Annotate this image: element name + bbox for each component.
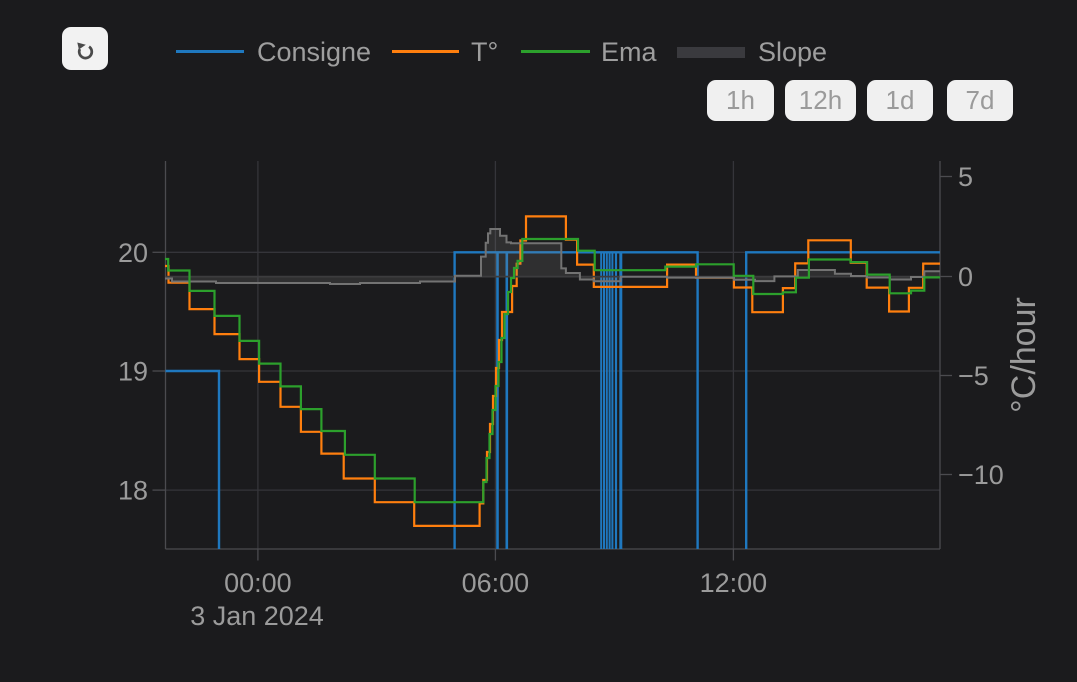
svg-text:18: 18 [118, 476, 148, 506]
svg-text:06:00: 06:00 [462, 568, 530, 598]
svg-text:12:00: 12:00 [700, 568, 768, 598]
svg-text:19: 19 [118, 357, 148, 387]
svg-text:5: 5 [958, 162, 973, 192]
svg-text:0: 0 [958, 262, 973, 292]
svg-text:−10: −10 [958, 460, 1004, 490]
svg-text:°C/hour: °C/hour [1005, 297, 1043, 413]
svg-text:00:00: 00:00 [224, 568, 292, 598]
svg-text:20: 20 [118, 238, 148, 268]
svg-text:3 Jan 2024: 3 Jan 2024 [190, 601, 324, 631]
svg-text:−5: −5 [958, 361, 989, 391]
